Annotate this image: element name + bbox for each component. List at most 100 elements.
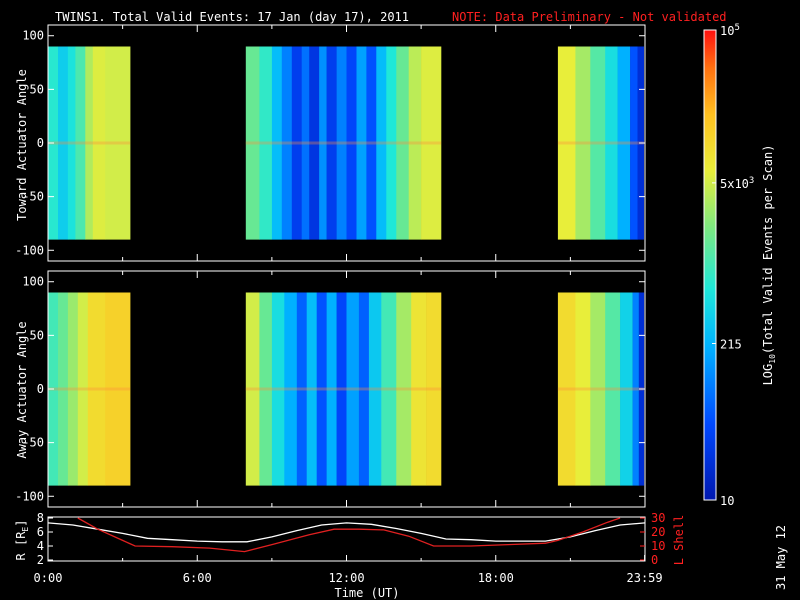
center-feature bbox=[557, 387, 644, 391]
heatmap-band bbox=[336, 292, 347, 486]
preliminary-note: NOTE: Data Preliminary - Not validated bbox=[452, 10, 727, 24]
center-feature bbox=[557, 141, 644, 145]
heatmap-band bbox=[281, 46, 293, 240]
colorbar-tick-label: 10 bbox=[720, 494, 734, 508]
heatmap-band bbox=[421, 46, 442, 240]
heatmap-band bbox=[296, 292, 307, 486]
heatmap-band bbox=[381, 292, 397, 486]
heatmap-band bbox=[271, 46, 283, 240]
r-tick-label: 6 bbox=[37, 525, 44, 539]
colorbar: 10 215 5x103 105 bbox=[703, 23, 754, 508]
heatmap-band bbox=[259, 46, 273, 240]
heatmap-band bbox=[605, 46, 618, 240]
lshell-tick-label: 30 bbox=[651, 511, 665, 525]
r-tick-label: 8 bbox=[37, 511, 44, 525]
time-tick-label: 18:00 bbox=[478, 571, 514, 585]
r-line bbox=[47, 522, 646, 543]
time-tick-label: 12:00 bbox=[328, 571, 364, 585]
heatmap-band bbox=[396, 292, 412, 486]
time-tick-label: 23:59 bbox=[627, 571, 663, 585]
center-feature bbox=[48, 141, 131, 145]
y-tick-label: -100 bbox=[15, 489, 44, 503]
center-feature bbox=[245, 141, 442, 145]
heatmap-band bbox=[386, 46, 397, 240]
heatmap-band bbox=[630, 46, 638, 240]
colorbar-tick-label: 215 bbox=[720, 337, 742, 351]
heatmap-band bbox=[87, 292, 106, 486]
lshell-tick-label: 0 bbox=[651, 553, 658, 567]
heatmap-band bbox=[58, 292, 69, 486]
toward-angle-axis-label: Toward Actuator Angle bbox=[15, 69, 29, 221]
heatmap-band bbox=[326, 292, 337, 486]
heatmap-band bbox=[316, 292, 327, 486]
r-tick-label: 2 bbox=[37, 553, 44, 567]
heatmap-band bbox=[346, 292, 360, 486]
heatmap-band bbox=[271, 292, 285, 486]
heatmap-band bbox=[575, 292, 591, 486]
y-tick-label: 50 bbox=[30, 328, 44, 342]
heatmap-band bbox=[67, 292, 79, 486]
heatmap-band bbox=[620, 292, 633, 486]
heatmap-band bbox=[67, 46, 76, 240]
heatmap-band bbox=[309, 46, 320, 240]
heatmap-band bbox=[291, 46, 302, 240]
heatmap-band bbox=[376, 46, 387, 240]
y-tick-label: -100 bbox=[15, 243, 44, 257]
colorbar-label: LOG10(Total Valid Events per Scan) bbox=[761, 145, 777, 386]
heatmap-band bbox=[632, 292, 640, 486]
y-tick-label: 100 bbox=[22, 29, 44, 43]
y-tick-label: 50 bbox=[30, 82, 44, 96]
heatmap-band bbox=[557, 292, 576, 486]
heatmap-band bbox=[356, 46, 367, 240]
colorbar-tick-label: 5x103 bbox=[720, 176, 754, 191]
lshell-tick-label: 10 bbox=[651, 539, 665, 553]
heatmap-band bbox=[58, 46, 69, 240]
plot-title: TWINS1. Total Valid Events: 17 Jan (day … bbox=[55, 10, 409, 24]
heatmap-band bbox=[411, 292, 427, 486]
heatmap-band bbox=[358, 292, 370, 486]
heatmap-band bbox=[105, 46, 131, 240]
time-tick-label: 6:00 bbox=[183, 571, 212, 585]
toward-angle-panel: 100 50 0 -50 -100 bbox=[15, 24, 646, 262]
heatmap-band bbox=[75, 46, 86, 240]
lshell-axis-label: L Shell bbox=[672, 515, 686, 566]
generation-date: 31 May 12 bbox=[774, 525, 788, 590]
heatmap-band bbox=[301, 46, 310, 240]
y-tick-label: 0 bbox=[37, 136, 44, 150]
heatmap-band bbox=[77, 292, 89, 486]
y-tick-label: -50 bbox=[22, 436, 44, 450]
heatmap-band bbox=[92, 46, 106, 240]
heatmap-band bbox=[259, 292, 273, 486]
y-tick-label: 0 bbox=[37, 382, 44, 396]
heatmap-band bbox=[590, 46, 606, 240]
y-tick-label: 100 bbox=[22, 275, 44, 289]
heatmap-band bbox=[284, 292, 297, 486]
heatmap-band bbox=[366, 46, 377, 240]
r-tick-label: 4 bbox=[37, 539, 44, 553]
heatmap-band bbox=[319, 46, 327, 240]
center-feature bbox=[245, 387, 442, 391]
heatmap-band bbox=[605, 292, 621, 486]
heatmap-band bbox=[306, 292, 317, 486]
away-angle-axis-label: Away Actuator Angle bbox=[15, 321, 29, 458]
heatmap-band bbox=[336, 46, 347, 240]
center-feature bbox=[48, 387, 131, 391]
heatmap-band bbox=[408, 46, 422, 240]
time-axis-label: Time (UT) bbox=[334, 586, 399, 600]
lshell-tick-label: 20 bbox=[651, 525, 665, 539]
heatmap-band bbox=[326, 46, 337, 240]
heatmap-band bbox=[85, 46, 94, 240]
heatmap-band bbox=[590, 292, 606, 486]
r-axis-label: R [RE] bbox=[14, 520, 30, 561]
lshell-line bbox=[77, 517, 621, 553]
heatmap-band bbox=[245, 46, 260, 240]
heatmap-band bbox=[346, 46, 357, 240]
heatmap-band bbox=[368, 292, 382, 486]
heatmap-band bbox=[426, 292, 442, 486]
time-tick-label: 0:00 bbox=[34, 571, 63, 585]
colorbar-gradient bbox=[703, 29, 717, 501]
heatmap-band bbox=[617, 46, 631, 240]
colorbar-tick-label: 105 bbox=[720, 23, 740, 38]
heatmap-band bbox=[575, 46, 591, 240]
